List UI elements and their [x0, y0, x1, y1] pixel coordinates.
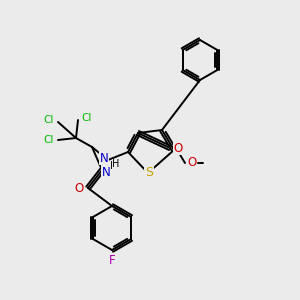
Text: F: F: [109, 254, 115, 266]
Text: S: S: [145, 167, 153, 179]
Text: O: O: [74, 182, 84, 194]
Text: O: O: [188, 157, 196, 169]
Text: N: N: [102, 166, 110, 178]
Text: Cl: Cl: [82, 113, 92, 123]
Text: H: H: [112, 159, 120, 169]
Text: O: O: [173, 142, 183, 154]
Text: Cl: Cl: [44, 135, 54, 145]
Text: N: N: [100, 152, 108, 164]
Text: H: H: [110, 161, 118, 171]
Text: Cl: Cl: [44, 115, 54, 125]
